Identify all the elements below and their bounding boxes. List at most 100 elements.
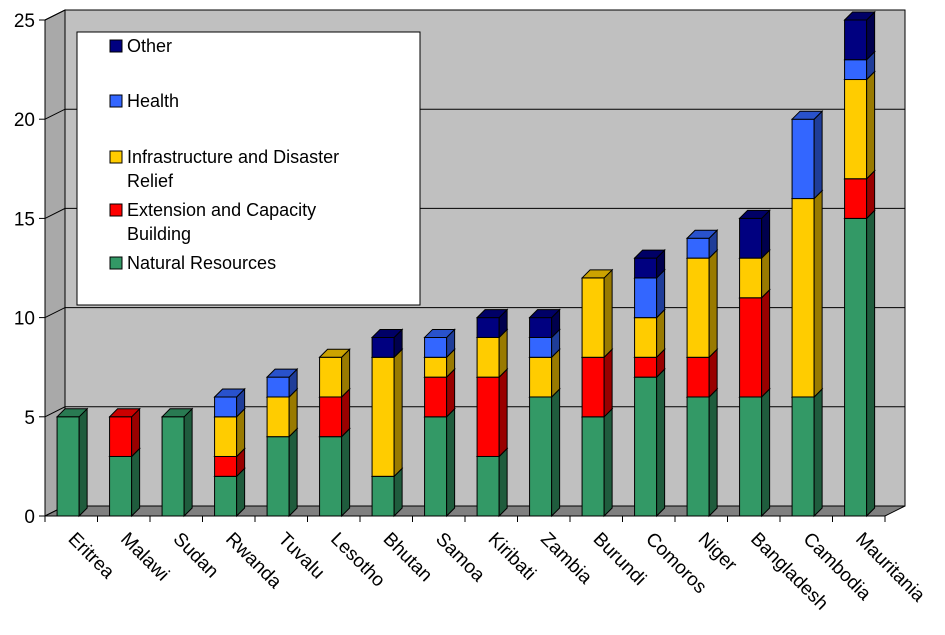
bar-front: [686, 356, 710, 398]
bar-front: [844, 59, 868, 81]
bar-front: [739, 297, 763, 398]
y-tick-labels: 0 5 10 15 20 25: [14, 11, 35, 528]
y-tick-label: 10: [14, 309, 35, 330]
bar-front: [109, 416, 133, 457]
bar-front: [581, 416, 605, 517]
bar-segment: [843, 70, 876, 180]
bar-side: [603, 348, 613, 419]
legend-label: Building: [127, 224, 191, 244]
bar-front: [266, 436, 290, 517]
bar-front: [371, 475, 395, 517]
x-tick-label: Samoa: [431, 529, 489, 587]
bar-segment: [790, 109, 824, 200]
bar-segment: [580, 407, 614, 518]
bar-segment: [843, 209, 876, 518]
bar-front: [686, 396, 710, 517]
y-tick-label: 5: [24, 408, 35, 429]
bar-top: [843, 11, 876, 21]
bar-front: [739, 396, 763, 517]
bar-segment: [318, 348, 351, 399]
bar-top: [580, 269, 614, 279]
bar-side: [708, 248, 718, 359]
legend-box: [76, 31, 421, 306]
bar-segment: [633, 367, 666, 518]
bar-side: [288, 427, 298, 518]
bar-top: [423, 328, 456, 338]
bar-front: [214, 455, 238, 477]
bar-side: [498, 447, 508, 518]
x-tick-label: Burundi: [589, 529, 650, 590]
bar-front: [214, 416, 238, 457]
bar-front: [476, 317, 500, 338]
bar-front: [529, 336, 553, 358]
bar-segment: [790, 387, 824, 518]
bars: [55, 10, 876, 518]
bar-front: [214, 475, 238, 517]
bar-segment: [370, 348, 404, 478]
bar-front: [371, 356, 395, 477]
legend-entry: Natural Resources: [109, 253, 276, 273]
bar-front: [844, 19, 868, 61]
legend-label: Relief: [127, 171, 174, 191]
bar-segment: [160, 407, 194, 518]
bar-top: [160, 408, 194, 418]
bar-front: [739, 217, 763, 259]
bar-front: [266, 396, 290, 438]
bar-segment: [55, 407, 89, 518]
y-tick-label: 15: [14, 209, 35, 230]
bar-front: [634, 356, 658, 378]
bar-front: [529, 396, 553, 517]
bar-front: [529, 317, 553, 338]
gridline: [44, 406, 905, 418]
bar-side: [551, 387, 561, 518]
bar-segment: [685, 229, 719, 260]
bar-segment: [475, 367, 509, 458]
bar-segment: [528, 308, 561, 339]
bar-segment: [685, 387, 719, 518]
bar-side: [813, 387, 823, 518]
bar-side: [446, 407, 456, 518]
bar-side: [183, 407, 193, 518]
bar-top: [633, 249, 666, 259]
bar-front: [529, 356, 553, 398]
bar-segment: [738, 209, 771, 260]
bar-segment: [423, 328, 456, 359]
y-tick-label: 20: [14, 110, 35, 131]
bar-front: [161, 416, 185, 517]
bar-front: [634, 376, 658, 517]
bar-front: [371, 336, 395, 358]
bar-top: [790, 110, 824, 120]
legend-entry: Health: [109, 91, 179, 111]
bar-front: [844, 217, 868, 517]
bar-segment: [738, 288, 771, 399]
legend-swatch: [109, 94, 123, 108]
legend-label: Natural Resources: [127, 253, 276, 273]
bar-front: [109, 455, 133, 517]
bar-front: [424, 416, 448, 517]
bar-segment: [475, 308, 509, 339]
bar-front: [214, 396, 238, 418]
bar-side: [813, 189, 823, 399]
bar-side: [341, 427, 351, 518]
legend-label: Infrastructure and Disaster: [127, 147, 339, 167]
bar-front: [844, 79, 868, 180]
bar-front: [424, 336, 448, 358]
x-tick-label: Kiribati: [484, 529, 540, 585]
gridline: [44, 9, 905, 21]
bar-front: [634, 257, 658, 279]
bar-top: [370, 328, 404, 338]
legend-label: Other: [127, 36, 172, 56]
bar-segment: [423, 407, 456, 518]
gridline: [44, 108, 905, 120]
bar-side: [131, 447, 141, 518]
bar-segment: [580, 268, 614, 359]
bar-segment: [475, 447, 509, 518]
legend-swatch: [109, 203, 123, 217]
bar-segment: [213, 387, 246, 419]
bar-front: [791, 118, 815, 200]
bar-top: [318, 348, 351, 358]
bar-top: [265, 368, 299, 378]
bar-segment: [370, 328, 404, 359]
